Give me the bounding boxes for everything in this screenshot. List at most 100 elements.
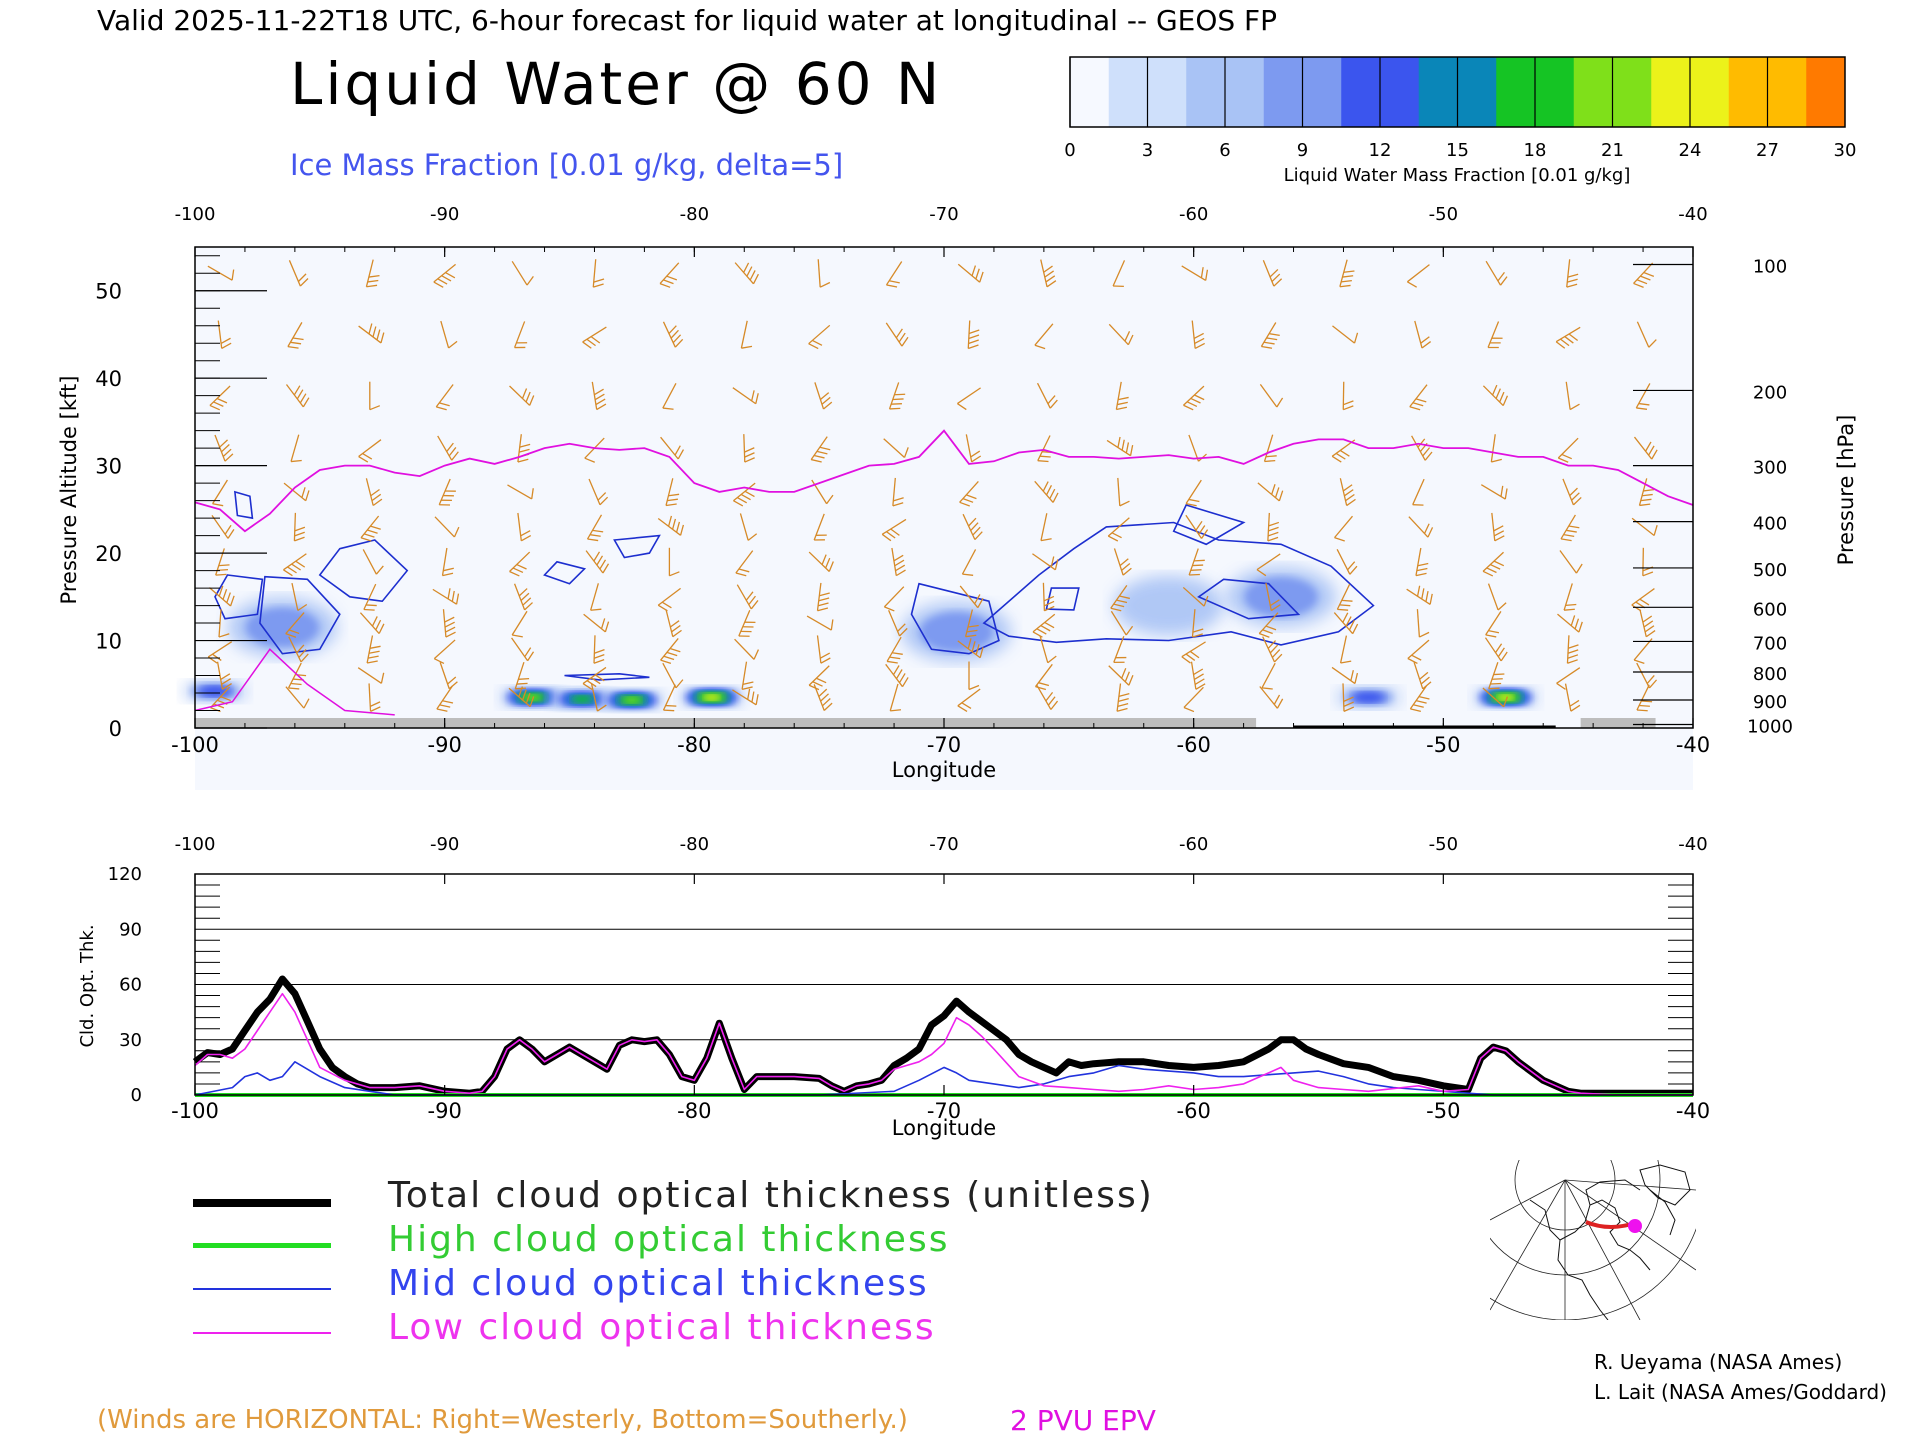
- colorbar-cell: [1070, 57, 1110, 127]
- wind-barb: [1414, 320, 1432, 349]
- wind-barb: [287, 322, 304, 349]
- ice-mass-contour: [910, 582, 1000, 655]
- wind-barb: [732, 688, 759, 706]
- wind-barb: [1034, 663, 1053, 691]
- wind-barb: [1110, 584, 1131, 612]
- wind-barb: [507, 484, 534, 500]
- liquid-water-blob: [1113, 575, 1224, 636]
- x-tick-label-lower: -90: [428, 1099, 462, 1123]
- pressure-tick-label: 600: [1753, 599, 1787, 620]
- x-tick-label: -40: [1676, 733, 1710, 757]
- wind-barb: [1039, 635, 1057, 664]
- colorbar-cell: [1418, 57, 1458, 127]
- x-axis-label-lower: Longitude: [892, 1116, 996, 1140]
- x-tick-label-lower: -100: [171, 1099, 219, 1123]
- wind-barb: [734, 638, 760, 660]
- wind-barb: [586, 514, 604, 542]
- wind-barb: [1107, 517, 1130, 542]
- x-tick-label-top-lower: -90: [430, 834, 459, 855]
- x-tick-label-top: -90: [430, 204, 459, 225]
- colorbar-cell: [1380, 57, 1420, 127]
- liquid-water-blob: [182, 680, 247, 703]
- legend: Total cloud optical thickness (unitless)…: [190, 1175, 1152, 1355]
- wind-barb: [886, 636, 903, 664]
- wind-barb: [368, 683, 381, 712]
- colorbar-cell: [1341, 57, 1381, 127]
- wind-barb: [1331, 666, 1359, 685]
- colorbar-tick-label: 9: [1297, 140, 1308, 161]
- x-tick-label: -90: [428, 733, 462, 757]
- mid-optical-thickness-line: [194, 1061, 1693, 1096]
- wind-barb: [283, 553, 307, 577]
- wind-barb: [1556, 667, 1581, 690]
- colorbar-cell: [1108, 57, 1148, 127]
- wind-barb: [1636, 684, 1653, 712]
- legend-label-high: High cloud optical thickness: [388, 1219, 950, 1260]
- wind-barb: [891, 547, 906, 577]
- wind-barb: [1332, 325, 1359, 344]
- wind-barb: [1490, 434, 1502, 463]
- wind-barb: [1259, 383, 1284, 408]
- wind-barb: [511, 637, 535, 662]
- wind-barb: [1482, 551, 1505, 577]
- wind-barb: [441, 547, 454, 577]
- wind-barb: [1406, 585, 1433, 605]
- subtitle: Ice Mass Fraction [0.01 g/kg, delta=5]: [290, 148, 844, 182]
- wind-barb: [360, 515, 381, 542]
- wind-barb: [810, 436, 831, 463]
- wind-barb: [508, 686, 535, 708]
- x-tick-label-top: -60: [1179, 204, 1208, 225]
- pressure-tick-label: 900: [1753, 692, 1787, 713]
- wind-barb: [735, 550, 754, 577]
- ice-mass-contour: [233, 490, 254, 520]
- x-tick-label-top-lower: -60: [1179, 834, 1208, 855]
- map-coastline-north-america: [1529, 1179, 1676, 1320]
- wind-barb: [590, 683, 607, 712]
- wind-barb: [592, 259, 605, 288]
- wind-barb: [1185, 514, 1209, 539]
- y-tick-label-lower: 60: [119, 975, 142, 996]
- x-tick-label: -80: [677, 733, 711, 757]
- y-tick-label-lower: 90: [119, 919, 142, 940]
- wind-barb: [734, 262, 759, 285]
- wind-barb: [1415, 547, 1429, 577]
- colorbar-cell: [1651, 57, 1691, 127]
- wind-barb: [817, 259, 831, 288]
- liquid-water-blob: [599, 689, 664, 712]
- wind-barb: [1639, 609, 1656, 638]
- ice-mass-contour: [613, 534, 661, 559]
- wind-barb: [285, 686, 310, 709]
- legend-item-low: Low cloud optical thickness: [190, 1307, 1140, 1351]
- wind-barb: [743, 434, 755, 463]
- wind-barb: [1106, 436, 1134, 457]
- legend-label-mid: Mid cloud optical thickness: [388, 1263, 929, 1304]
- y-axis-label-lower: Cld. Opt. Thk.: [77, 924, 98, 1047]
- wind-barb: [883, 586, 905, 612]
- x-tick-label-lower: -40: [1676, 1099, 1710, 1123]
- legend-label-low: Low cloud optical thickness: [388, 1307, 936, 1348]
- wind-barb: [585, 550, 610, 574]
- wind-barb: [1108, 665, 1134, 686]
- wind-barb: [738, 609, 756, 637]
- y-tick-label: 40: [95, 367, 122, 391]
- pressure-tick-label: 700: [1753, 633, 1787, 654]
- legend-label-total: Total cloud optical thickness (unitless): [388, 1175, 1154, 1216]
- wind-barb: [806, 615, 834, 631]
- wind-barb: [434, 516, 460, 538]
- wind-barb: [657, 515, 685, 536]
- colorbar-tick-label: 15: [1446, 140, 1469, 161]
- wind-barb: [359, 612, 385, 634]
- wind-barb: [442, 609, 456, 638]
- wind-barb: [1412, 478, 1425, 506]
- wind-barb: [662, 383, 677, 410]
- wind-barb: [509, 551, 531, 577]
- pressure-tick-label: 300: [1753, 458, 1787, 479]
- x-tick-label-top: -40: [1678, 204, 1707, 225]
- wind-barb: [959, 585, 984, 609]
- ice-mass-contour: [1197, 578, 1301, 620]
- wind-barb: [1183, 385, 1205, 411]
- colorbar-cell: [1263, 57, 1303, 127]
- colorbar-tick-label: 0: [1064, 140, 1075, 161]
- wind-barb: [363, 583, 377, 611]
- wind-barb: [813, 684, 833, 711]
